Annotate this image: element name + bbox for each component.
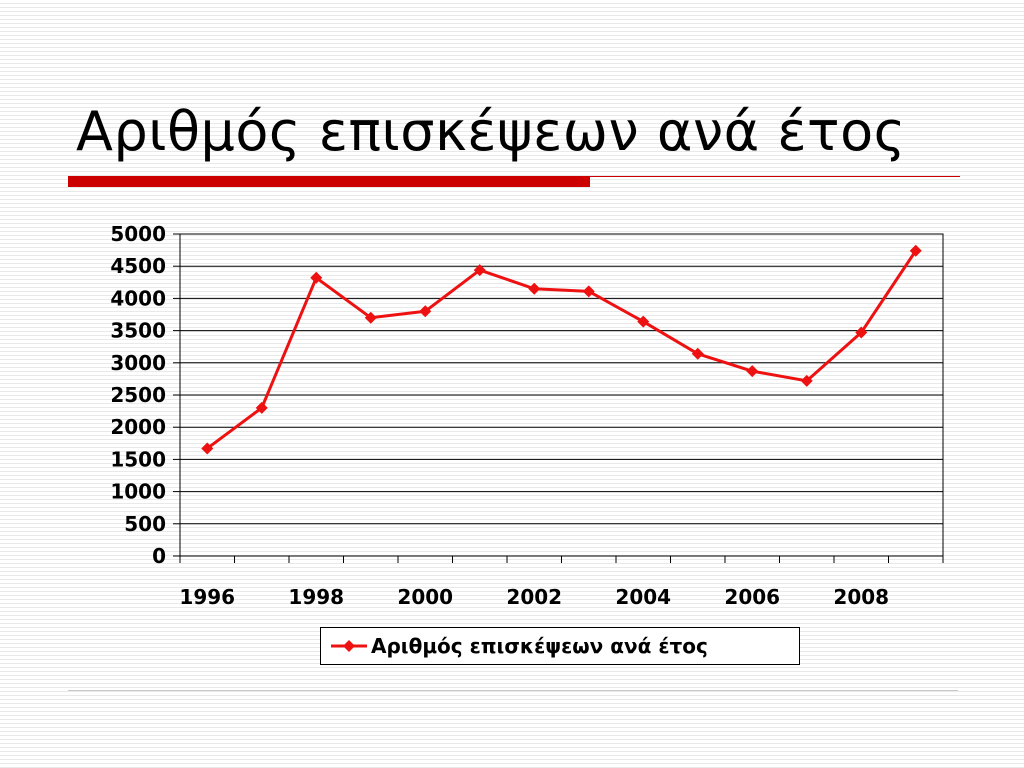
data-point-marker	[419, 305, 432, 318]
y-tick-label: 1000	[110, 480, 166, 504]
series-line	[206, 249, 917, 450]
x-tick-label: 1998	[288, 585, 344, 609]
y-tick-label: 2000	[110, 415, 166, 439]
slide-title: Αριθμός επισκέψεων ανά έτος	[76, 100, 906, 163]
data-point-marker	[201, 442, 214, 455]
data-point-marker	[582, 285, 595, 298]
data-point-marker	[364, 311, 377, 324]
footer-divider	[68, 690, 958, 691]
data-point-marker	[746, 365, 759, 378]
y-tick-labels: 0 500 1000 1500 2000 2500 3000 3500 4000 4500 5000	[110, 222, 166, 568]
y-tick-label: 5000	[110, 222, 166, 246]
x-tick-labels: 1996 1998 2000 2002 2004 2006 2008	[179, 585, 889, 609]
y-tick-label: 2500	[110, 383, 166, 407]
y-tick-label: 500	[124, 512, 166, 536]
legend-series-swatch	[331, 640, 367, 652]
y-tick-label: 3500	[110, 319, 166, 343]
data-point-marker	[855, 326, 868, 339]
axes	[173, 233, 944, 563]
x-tick-label: 2002	[506, 585, 562, 609]
data-point-marker	[909, 244, 922, 257]
y-tick-label: 1500	[110, 447, 166, 471]
chart-legend: Αριθμός επισκέψεων ανά έτος	[320, 627, 800, 665]
x-tick-label: 2006	[724, 585, 780, 609]
y-tick-label: 0	[152, 544, 166, 568]
legend-series-label: Αριθμός επισκέψεων ανά έτος	[371, 634, 708, 658]
data-point-marker	[637, 315, 650, 328]
gridlines	[180, 233, 943, 557]
data-point-marker	[310, 271, 323, 284]
x-tick-label: 2008	[833, 585, 889, 609]
y-tick-label: 4000	[110, 286, 166, 310]
y-tick-label: 3000	[110, 351, 166, 375]
x-tick-label: 2000	[397, 585, 453, 609]
title-accent-bar	[68, 176, 590, 187]
title-underline	[590, 176, 960, 177]
data-point-marker	[691, 347, 704, 360]
y-tick-label: 4500	[110, 254, 166, 278]
data-point-marker	[473, 264, 486, 277]
x-tick-label: 2004	[615, 585, 671, 609]
series	[201, 244, 922, 455]
data-point-marker	[528, 282, 541, 295]
data-point-marker	[255, 401, 268, 414]
x-tick-label: 1996	[179, 585, 235, 609]
data-point-marker	[800, 374, 813, 387]
